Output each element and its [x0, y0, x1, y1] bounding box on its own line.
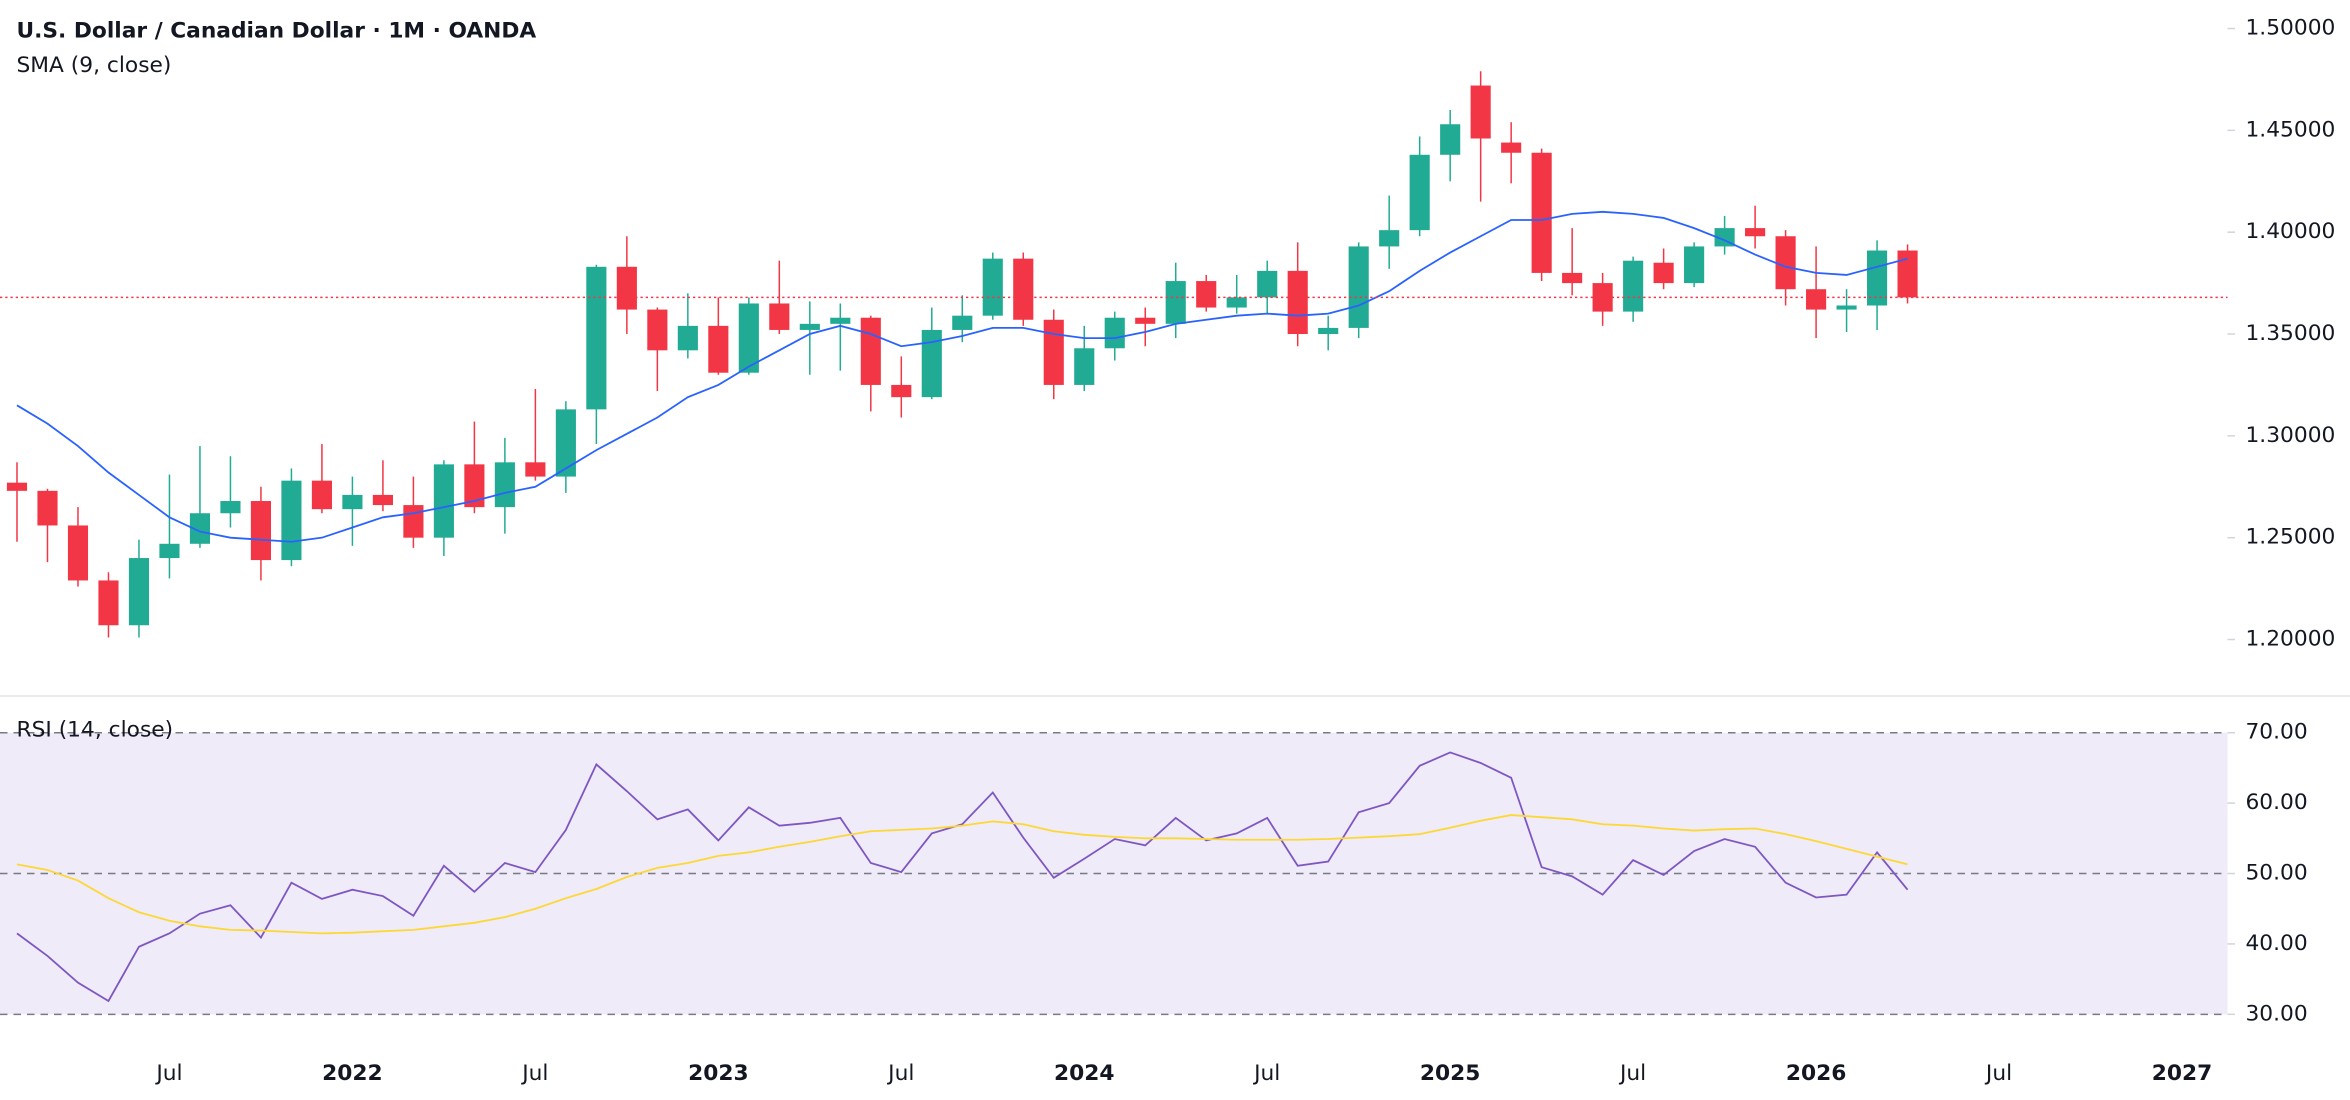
rsi-line — [16, 814, 1908, 935]
candle-body — [1409, 154, 1430, 231]
sma-line — [16, 210, 1908, 543]
y-tick-label: 50.00 — [2245, 861, 2307, 886]
candle-body — [799, 323, 820, 330]
candle-body — [647, 309, 668, 351]
x-tick-label: 2022 — [322, 1061, 383, 1086]
candle-body — [555, 409, 576, 477]
y-tick-label: 1.30000 — [2245, 423, 2335, 448]
candle-body — [6, 482, 28, 491]
candle-body — [1806, 289, 1827, 310]
candle-body — [494, 462, 515, 508]
candle-body — [616, 266, 637, 310]
rsi-title: RSI (14, close) — [16, 718, 173, 743]
y-tick-label: 1.35000 — [2245, 321, 2335, 346]
candle-body — [1531, 152, 1552, 273]
candle-body — [1257, 270, 1278, 298]
candle-body — [1135, 317, 1156, 324]
candle-body — [1196, 281, 1217, 308]
x-tick-label: 2023 — [688, 1061, 749, 1086]
candle-body — [586, 266, 607, 410]
candle-body — [128, 558, 150, 626]
candle-body — [1379, 230, 1400, 247]
candle-body — [1165, 281, 1186, 324]
candle-body — [342, 494, 363, 510]
legend-entry: SMA (9, close) — [16, 53, 171, 78]
y-tick-label: 1.45000 — [2245, 117, 2335, 142]
candle-body — [1440, 124, 1461, 155]
x-tick-label: Jul — [1618, 1061, 1646, 1086]
y-tick-label: 30.00 — [2245, 1001, 2307, 1026]
x-tick-label: 2024 — [1054, 1061, 1115, 1086]
candle-body — [1287, 270, 1308, 335]
candle-body — [677, 325, 698, 351]
candle-body — [159, 543, 180, 559]
y-tick-label: 1.25000 — [2245, 525, 2335, 550]
candle-body — [1226, 297, 1247, 308]
candle-body — [1013, 258, 1034, 320]
candle-body — [891, 384, 912, 398]
labels: U.S. Dollar / Canadian Dollar · 1M · OAN… — [16, 19, 536, 743]
y-tick-label: 40.00 — [2245, 931, 2307, 956]
rsi-line — [16, 751, 1909, 1003]
candle-body — [403, 505, 424, 538]
x-tick-label: 2027 — [2152, 1061, 2212, 1086]
candle-body — [1470, 85, 1491, 139]
candle-body — [1318, 327, 1339, 335]
candle-body — [525, 462, 546, 477]
y-tick-label: 70.00 — [2245, 720, 2307, 745]
candle-body — [769, 303, 790, 330]
candle-body — [1775, 236, 1796, 290]
x-tick-label: 2025 — [1420, 1061, 1481, 1086]
candle-body — [1562, 272, 1583, 284]
candle-body — [1043, 319, 1064, 385]
candle-body — [464, 464, 485, 508]
x-tick-label: Jul — [1252, 1061, 1280, 1086]
candle-body — [1104, 317, 1125, 349]
candle-body — [1745, 228, 1766, 237]
y-tick-label: 1.50000 — [2245, 16, 2335, 41]
axes: 1.50000 1.45000 1.40000 1.35000 1.30000 1.250… — [154, 16, 2335, 1086]
x-tick-label: Jul — [1984, 1061, 2012, 1086]
candle-body — [281, 480, 302, 561]
y-tick-label: 60.00 — [2245, 790, 2307, 815]
candle-body — [98, 580, 119, 626]
candle-body — [1074, 348, 1095, 385]
candle-body — [311, 480, 332, 510]
candle-body — [67, 525, 89, 581]
candle-body — [860, 317, 881, 385]
x-tick-label: 2026 — [1786, 1061, 1846, 1086]
candle-body — [189, 513, 211, 544]
candle-body — [433, 464, 454, 538]
candle-body — [1653, 262, 1674, 284]
candle-body — [738, 303, 759, 373]
candle-body — [982, 258, 1003, 316]
candle-body — [830, 317, 851, 324]
candle-body — [921, 329, 942, 398]
y-tick-label: 1.40000 — [2245, 219, 2335, 244]
candle-body — [1623, 260, 1644, 312]
candle-body — [37, 490, 58, 526]
x-tick-label: Jul — [886, 1061, 914, 1086]
candle-body — [708, 325, 729, 373]
x-tick-label: Jul — [520, 1061, 548, 1086]
y-tick-label: 1.20000 — [2245, 627, 2335, 652]
x-tick-label: Jul — [154, 1061, 182, 1086]
candle-body — [1501, 142, 1522, 153]
price-pane — [0, 71, 2228, 638]
candle-body — [250, 501, 272, 561]
candle-body — [372, 494, 393, 506]
candle-body — [1897, 250, 1918, 298]
candle-body — [952, 315, 973, 330]
candle-body — [1348, 246, 1369, 328]
candle-body — [220, 501, 241, 514]
candle-body — [1684, 246, 1705, 284]
chart-title: U.S. Dollar / Canadian Dollar · 1M · OAN… — [16, 19, 536, 44]
rsi-pane — [0, 731, 2228, 1016]
candle-body — [1867, 250, 1888, 306]
candle-body — [1836, 305, 1857, 310]
